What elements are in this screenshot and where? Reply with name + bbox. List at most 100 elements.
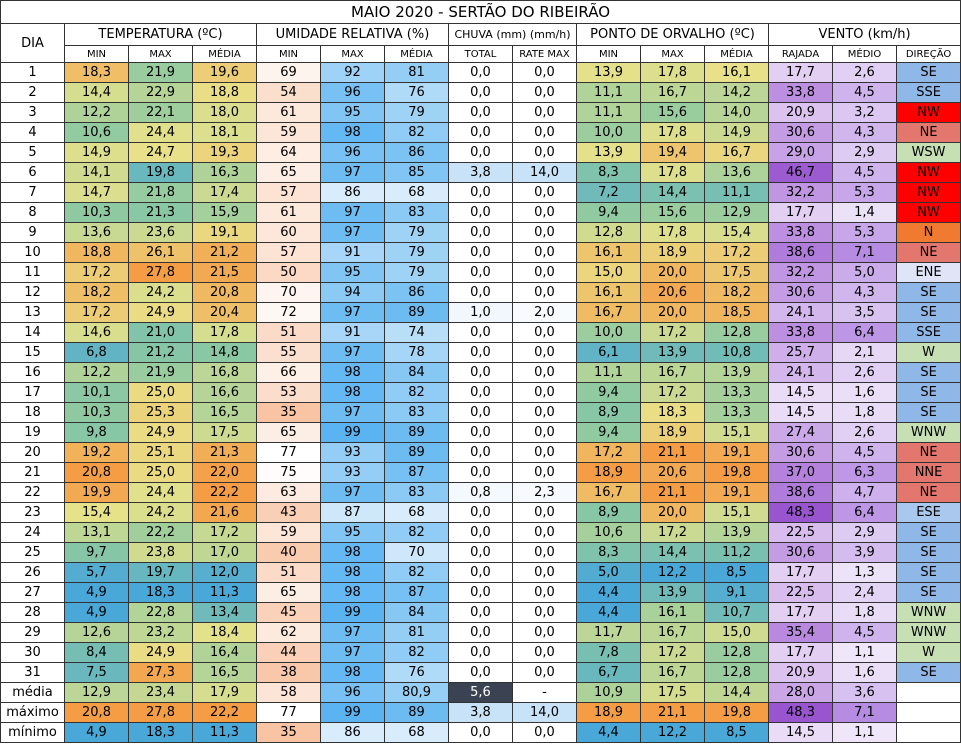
day-cell: 18	[0, 402, 65, 423]
value-cell: 0,0	[512, 562, 577, 583]
day-cell: 10	[0, 242, 65, 263]
data-row: 10 18,8 26,1 21,2 57 91 79 0,0 0,0 16,1 18,9 17,2 38…	[0, 242, 961, 263]
data-row: 27 4,9 18,3 11,3 65 98 87 0,0 0,0 4,4 13,9 9,1 22,5 2…	[0, 582, 961, 603]
value-cell: 0,0	[512, 282, 577, 303]
value-cell: 44	[256, 642, 321, 663]
direction-cell: NW	[895, 202, 961, 223]
value-cell: 94	[320, 282, 385, 303]
value-cell: 30,6	[768, 282, 833, 303]
value-cell: 4,3	[832, 122, 897, 143]
value-cell: 14,5	[768, 382, 833, 403]
value-cell: 0,0	[448, 562, 513, 583]
value-cell: 0,0	[448, 122, 513, 143]
value-cell: 82	[384, 562, 449, 583]
title-row: MAIO 2020 - SERTÃO DO RIBEIRÃO	[0, 0, 961, 24]
data-row: 13 17,2 24,9 20,4 72 97 89 1,0 2,0 16,7 20,0 18,5 24…	[0, 302, 961, 323]
value-cell: 4,4	[576, 582, 641, 603]
value-cell: 46,7	[768, 162, 833, 183]
summary-cell: 11,3	[192, 722, 257, 743]
value-cell: 97	[320, 622, 385, 643]
value-cell: 10,3	[64, 402, 129, 423]
value-cell: 4,5	[832, 442, 897, 463]
summary-cell: 21,1	[640, 702, 705, 723]
value-cell: 91	[320, 242, 385, 263]
summary-cell: 96	[320, 682, 385, 703]
column-header: MAX	[640, 45, 705, 63]
day-cell: 2	[0, 82, 65, 103]
value-cell: 14,4	[64, 82, 129, 103]
direction-cell: WSW	[895, 142, 961, 163]
value-cell: 22,2	[192, 482, 257, 503]
value-cell: 12,9	[704, 202, 769, 223]
direction-cell: SE	[895, 402, 961, 423]
value-cell: 1,3	[832, 562, 897, 583]
value-cell: 96	[320, 82, 385, 103]
value-cell: 0,8	[448, 482, 513, 503]
value-cell: 18,4	[192, 622, 257, 643]
value-cell: 24,2	[128, 282, 193, 303]
summary-cell: 23,4	[128, 682, 193, 703]
value-cell: 16,8	[192, 362, 257, 383]
summary-cell: 8,5	[704, 722, 769, 743]
column-header: MÉDIA	[704, 45, 769, 63]
direction-cell: WNW	[895, 602, 961, 623]
value-cell: 16,1	[576, 242, 641, 263]
value-cell: 17,2	[64, 302, 129, 323]
value-cell: 10,7	[704, 602, 769, 623]
value-cell: 66	[256, 362, 321, 383]
value-cell: 68	[384, 182, 449, 203]
value-cell: 4,4	[576, 602, 641, 623]
value-cell: 18,1	[192, 122, 257, 143]
direction-cell: WNW	[895, 622, 961, 643]
value-cell: 10,8	[704, 342, 769, 363]
value-cell: 0,0	[512, 622, 577, 643]
value-cell: 23,2	[128, 622, 193, 643]
day-cell: 31	[0, 662, 65, 683]
value-cell: 84	[384, 602, 449, 623]
value-cell: 0,0	[448, 622, 513, 643]
day-cell: 27	[0, 582, 65, 603]
direction-cell: NE	[895, 442, 961, 463]
value-cell: 0,0	[512, 322, 577, 343]
value-cell: 16,4	[192, 642, 257, 663]
value-cell: 0,0	[512, 362, 577, 383]
value-cell: 12,8	[576, 222, 641, 243]
value-cell: 0,0	[448, 202, 513, 223]
summary-cell: 10,9	[576, 682, 641, 703]
value-cell: 22,5	[768, 582, 833, 603]
column-header: MÉDIA	[384, 45, 449, 63]
empty-cell	[895, 722, 961, 743]
value-cell: 65	[256, 162, 321, 183]
direction-cell: SSE	[895, 82, 961, 103]
value-cell: 10,6	[64, 122, 129, 143]
value-cell: 9,4	[576, 422, 641, 443]
direction-cell: NW	[895, 182, 961, 203]
value-cell: 0,0	[512, 182, 577, 203]
value-cell: 37,0	[768, 462, 833, 483]
value-cell: 14,7	[64, 182, 129, 203]
day-cell: 3	[0, 102, 65, 123]
value-cell: 17,7	[768, 602, 833, 623]
direction-cell: NW	[895, 102, 961, 123]
value-cell: 15,4	[64, 502, 129, 523]
value-cell: 79	[384, 102, 449, 123]
title: MAIO 2020 - SERTÃO DO RIBEIRÃO	[0, 0, 961, 24]
value-cell: 6,7	[576, 662, 641, 683]
direction-cell: WNW	[895, 422, 961, 443]
value-cell: 0,0	[448, 542, 513, 563]
value-cell: 0,0	[512, 142, 577, 163]
value-cell: 11,1	[704, 182, 769, 203]
value-cell: 82	[384, 122, 449, 143]
value-cell: 81	[384, 62, 449, 83]
summary-cell: 19,8	[704, 702, 769, 723]
day-header: DIA	[0, 23, 65, 63]
value-cell: 20,4	[192, 302, 257, 323]
column-header: TOTAL	[448, 45, 513, 63]
value-cell: 14,0	[512, 162, 577, 183]
value-cell: 3,9	[832, 542, 897, 563]
value-cell: 11,1	[576, 82, 641, 103]
summary-cell: 12,9	[64, 682, 129, 703]
column-header: MIN	[64, 45, 129, 63]
value-cell: 51	[256, 562, 321, 583]
